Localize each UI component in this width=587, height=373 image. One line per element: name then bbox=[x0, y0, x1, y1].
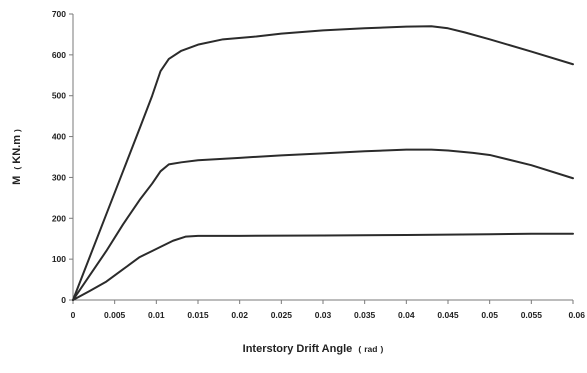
x-tick-label: 0.02 bbox=[231, 310, 248, 320]
y-tick-label: 700 bbox=[52, 9, 66, 19]
x-tick-label: 0.01 bbox=[148, 310, 165, 320]
y-axis-title: M ( KN.m ) bbox=[11, 129, 23, 185]
x-axis-title: Interstory Drift Angle ( rad ) bbox=[243, 343, 384, 355]
x-axis-unit-close: ) bbox=[381, 344, 384, 354]
x-tick-label: 0.04 bbox=[398, 310, 415, 320]
x-tick-label: 0.035 bbox=[354, 310, 376, 320]
y-axis-unit: KN.m bbox=[11, 135, 23, 164]
ticks-layer: 0 100 200 300 400 500 600 700 0 0.005 0.01 0.015 0.0… bbox=[52, 9, 585, 320]
y-axis-unit-open: ( bbox=[12, 167, 22, 170]
series-line-1 bbox=[72, 25, 574, 301]
y-tick-label: 0 bbox=[61, 295, 66, 305]
x-tick-label: 0.005 bbox=[104, 310, 126, 320]
y-tick-label: 100 bbox=[52, 254, 66, 264]
y-tick-label: 500 bbox=[52, 91, 66, 101]
x-axis-unit: rad bbox=[364, 344, 377, 354]
y-axis-unit-close: ) bbox=[12, 129, 22, 132]
series-line-3 bbox=[72, 232, 574, 301]
y-tick-label: 600 bbox=[52, 50, 66, 60]
x-tick-label: 0 bbox=[71, 310, 76, 320]
series-layer bbox=[72, 25, 574, 301]
x-tick-label: 0.03 bbox=[315, 310, 332, 320]
x-tick-label: 0.055 bbox=[521, 310, 543, 320]
y-tick-label: 200 bbox=[52, 213, 66, 223]
y-tick-label: 300 bbox=[52, 172, 66, 182]
y-axis-title-text: M bbox=[11, 176, 23, 185]
x-tick-label: 0.015 bbox=[187, 310, 209, 320]
series-line-2 bbox=[72, 148, 574, 301]
x-tick-label: 0.06 bbox=[568, 310, 585, 320]
y-tick-label: 400 bbox=[52, 132, 66, 142]
x-tick-label: 0.05 bbox=[481, 310, 498, 320]
x-tick-label: 0.025 bbox=[271, 310, 293, 320]
x-axis-unit-open: ( bbox=[358, 344, 361, 354]
x-axis-title-text: Interstory Drift Angle bbox=[243, 343, 353, 355]
x-tick-label: 0.045 bbox=[437, 310, 459, 320]
